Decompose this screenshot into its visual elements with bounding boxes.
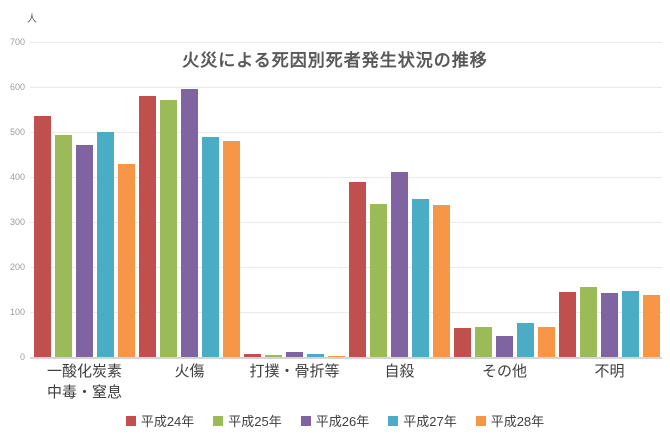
y-tick-label-300: 300 [9,217,25,227]
chart-title: 火災による死因別死者発生状況の推移 [182,51,488,70]
bar-group-5 [452,42,557,357]
legend-swatch-icon [388,415,399,426]
bar-平成26年-その他 [496,336,513,357]
gridline-600 [30,87,662,88]
legend-label: 平成27年 [403,414,457,429]
gridline-500 [30,132,662,133]
legend-label: 平成26年 [315,414,370,429]
bar-平成28年-打撲・骨折等 [328,355,345,357]
bar-平成25年-不明 [580,287,597,357]
y-axis-unit-label: 人 [27,14,37,25]
bar-平成28年-一酸化炭素 [118,163,135,357]
bar-平成24年-火傷 [139,96,156,357]
legend-swatch-icon [213,415,224,426]
bar-平成24年-自殺 [349,182,366,357]
x-axis-labels: 一酸化炭素 中毒・窒息 火傷 打撲・骨折等 自殺 その他 不明 [32,361,662,403]
bar-平成26年-不明 [601,293,618,357]
bar-平成26年-自殺 [391,172,408,357]
bar-平成27年-不明 [622,291,639,357]
x-category-label-3: 打撲・骨折等 [249,363,340,380]
bar-平成28年-火傷 [223,141,240,357]
gridline-200 [30,267,662,268]
y-tick-label-400: 400 [9,172,25,182]
y-tick-label-500: 500 [9,127,25,137]
bar-平成27年-その他 [517,322,534,357]
bar-平成24年-その他 [454,328,471,357]
x-axis-line [30,357,662,359]
bar-平成27年-自殺 [412,198,429,357]
y-tick-label-100: 100 [9,307,25,317]
bar-平成25年-一酸化炭素 [55,135,72,357]
x-category-label-1: 一酸化炭素 中毒・窒息 [46,363,122,401]
bar-平成25年-打撲・骨折等 [265,355,282,357]
legend-swatch-icon [300,415,311,426]
bar-平成26年-一酸化炭素 [76,144,93,357]
x-category-label-6: 不明 [594,363,625,380]
y-tick-label-600: 600 [9,82,25,92]
bar-group-1 [32,42,137,357]
legend-item-平成26年: 平成26年 [300,411,370,430]
bar-group-3 [242,42,347,357]
legend-label: 平成24年 [140,414,195,429]
bar-group-4 [347,42,452,357]
bar-平成27年-一酸化炭素 [97,132,114,357]
bar-平成26年-打撲・骨折等 [286,352,303,357]
bar-平成25年-その他 [475,326,492,357]
bar-group-2 [137,42,242,357]
legend-swatch-icon [125,415,136,426]
gridline-100 [30,312,662,313]
bar-平成24年-一酸化炭素 [34,116,51,357]
bar-平成28年-自殺 [433,204,450,357]
gridline-300 [30,222,662,223]
y-tick-label-0: 0 [19,352,25,362]
bar-group-6 [557,42,662,357]
y-tick-label-700: 700 [9,37,25,47]
legend-item-平成28年: 平成28年 [475,411,545,430]
x-category-label-4: 自殺 [384,363,415,380]
bar-平成28年-不明 [643,294,660,357]
y-tick-label-200: 200 [9,262,25,272]
x-category-label-2: 火傷 [174,363,205,380]
bar-平成27年-打撲・骨折等 [307,354,324,357]
bar-groups [32,42,662,357]
legend: 平成24年 平成25年 平成26年 平成27年 平成28年 [0,411,670,430]
legend-item-平成25年: 平成25年 [213,411,282,430]
legend-swatch-icon [475,415,486,426]
gridline-400 [30,177,662,178]
plot-area: 700 600 500 400 300 200 100 0 [10,37,662,362]
bar-平成24年-不明 [559,291,576,357]
legend-item-平成27年: 平成27年 [388,411,457,430]
legend-label: 平成25年 [228,414,282,429]
bar-平成27年-火傷 [202,137,219,357]
legend-item-平成24年: 平成24年 [125,411,195,430]
bar-平成25年-火傷 [160,99,177,357]
bar-平成25年-自殺 [370,204,387,357]
x-category-label-5: その他 [481,363,527,380]
bar-平成26年-火傷 [181,89,198,357]
gridline-700 [30,42,662,43]
bar-平成24年-打撲・骨折等 [244,354,261,357]
legend-label: 平成28年 [490,414,545,429]
bar-平成28年-その他 [538,327,555,357]
